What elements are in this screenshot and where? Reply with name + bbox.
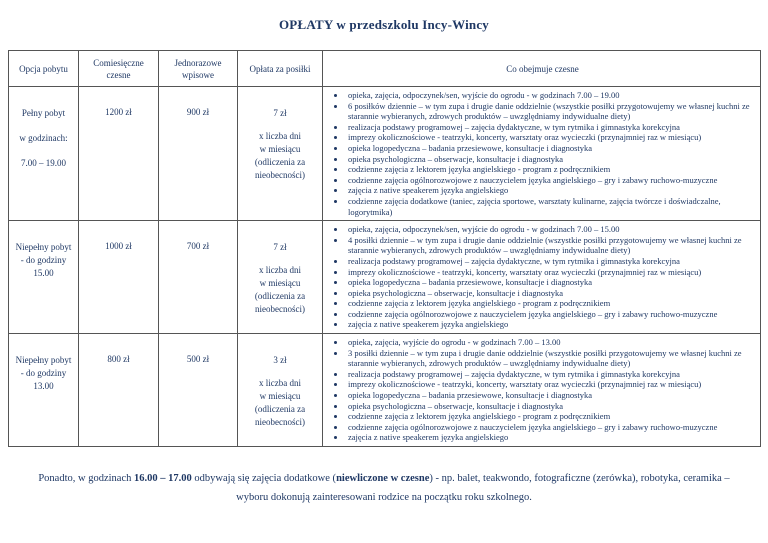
includes-item: codzienne zajęcia ogólnorozwojowe z nauc… (346, 309, 756, 320)
table-row: Niepełny pobyt - do godziny 13.00 800 zł 500… (8, 333, 761, 447)
includes-item: imprezy okolicznościowe - teatrzyki, kon… (346, 132, 756, 143)
includes-list: opieka, zajęcia, odpoczynek/sen, wyjście… (329, 224, 756, 330)
includes-item: imprezy okolicznościowe - teatrzyki, kon… (346, 379, 756, 390)
header-co-obejmuje-czesne: Co obejmuje czesne (322, 50, 761, 87)
meal-line: 7 zł (273, 242, 287, 253)
includes-list: opieka, zajęcia, wyjście do ogrodu - w g… (329, 337, 756, 443)
includes-cell: opieka, zajęcia, odpoczynek/sen, wyjście… (322, 85, 761, 222)
footer-segment: ) - np. balet, teakwondo, fotograficzne … (236, 473, 730, 503)
meal-line: nieobecności) (255, 304, 305, 315)
meal-line: (odliczenia za (254, 291, 306, 302)
meal-line: 3 zł (273, 355, 287, 366)
option-line: Niepełny pobyt (15, 355, 72, 366)
meal-line: x liczba dni (259, 131, 301, 141)
footer-segment: niewliczone w czesne (336, 473, 430, 484)
entry-fee-cell: 500 zł (158, 333, 238, 447)
includes-item: opieka, zajęcia, odpoczynek/sen, wyjście… (346, 90, 756, 101)
includes-item: realizacja podstawy programowej – zajęci… (346, 369, 756, 380)
stay-option-cell: Niepełny pobyt - do godziny 13.00 (8, 333, 79, 447)
includes-cell: opieka, zajęcia, odpoczynek/sen, wyjście… (322, 220, 761, 335)
document-page: OPŁATY w przedszkolu Incy-Wincy Opcja po… (0, 0, 768, 507)
meal-line: w miesiącu (259, 278, 301, 289)
entry-fee-cell: 700 zł (158, 220, 238, 335)
includes-item: imprezy okolicznościowe - teatrzyki, kon… (346, 267, 756, 278)
option-line: Niepełny pobyt (15, 242, 72, 253)
includes-item: 4 posiłki dziennie – w tym zupa i drugie… (346, 235, 756, 256)
footer-segment: 16.00 – 17.00 (133, 473, 192, 484)
option-line: 7.00 – 19.00 (21, 158, 66, 168)
table-row: Niepełny pobyt - do godziny 15.00 1000 zł 70… (8, 220, 761, 335)
meal-fee-cell: 3 zł x liczba dni w miesiącu (odliczenia za… (237, 333, 323, 447)
fees-table-body: Pełny pobyt w godzinach: 7.00 – 19.00 1200 … (8, 85, 761, 447)
includes-item: opieka psychologiczna – obserwacje, kons… (346, 401, 756, 412)
includes-list: opieka, zajęcia, odpoczynek/sen, wyjście… (329, 90, 756, 217)
includes-item: opieka psychologiczna – obserwacje, kons… (346, 154, 756, 165)
header-jednorazowe-wpisowe: Jednorazowe wpisowe (158, 50, 238, 87)
stay-option-cell: Niepełny pobyt - do godziny 15.00 (8, 220, 79, 335)
option-line: 15.00 (33, 268, 54, 279)
option-line: - do godziny (20, 255, 67, 266)
includes-item: codzienne zajęcia ogólnorozwojowe z nauc… (346, 422, 756, 433)
meal-line: x liczba dni (259, 378, 301, 389)
meal-line: w miesiącu (259, 391, 301, 402)
includes-item: realizacja podstawy programowej – zajęci… (346, 256, 756, 267)
includes-item: zajęcia z native speakerem języka angiel… (346, 185, 756, 196)
footer-segment: Ponadto, w godzinach (38, 473, 134, 484)
option-line: w godzinach: (19, 133, 68, 143)
meal-line: w miesiącu (259, 144, 301, 154)
includes-item: opieka, zajęcia, odpoczynek/sen, wyjście… (346, 224, 756, 235)
includes-item: opieka logopedyczna – badania przesiewow… (346, 277, 756, 288)
includes-cell: opieka, zajęcia, wyjście do ogrodu - w g… (322, 333, 761, 447)
monthly-fee-cell: 1000 zł (78, 220, 159, 335)
includes-item: opieka logopedyczna – badania przesiewow… (346, 143, 756, 154)
table-header-row: Opcja pobytu Comiesięczne czesne Jednora… (8, 50, 761, 87)
option-line: 13.00 (33, 381, 54, 392)
includes-item: 6 posiłków dziennie – w tym zupa i drugi… (346, 101, 756, 122)
meal-fee-cell: 7 zł x liczba dni w miesiącu (odliczenia za… (237, 85, 323, 222)
includes-item: codzienne zajęcia dodatkowe (taniec, zaj… (346, 196, 756, 217)
footer-segment: odbywają się zajęcia dodatkowe ( (191, 473, 337, 484)
meal-line: x liczba dni (259, 265, 301, 276)
meal-line: 7 zł (273, 108, 287, 118)
includes-item: 3 posiłki dziennie – w tym zupa i drugie… (346, 348, 756, 369)
monthly-fee-cell: 800 zł (78, 333, 159, 447)
meal-line: (odliczenia za (254, 404, 306, 415)
includes-item: codzienne zajęcia ogólnorozwojowe z nauc… (346, 175, 756, 186)
option-line: - do godziny (20, 368, 67, 379)
fees-table: Opcja pobytu Comiesięczne czesne Jednora… (8, 50, 761, 447)
footer-note: Ponadto, w godzinach 16.00 – 17.00 odbyw… (22, 469, 746, 507)
header-oplata-za-posilki: Opłata za posiłki (237, 50, 323, 87)
stay-option-cell: Pełny pobyt w godzinach: 7.00 – 19.00 (8, 85, 79, 222)
table-row: Pełny pobyt w godzinach: 7.00 – 19.00 1200 … (8, 85, 761, 222)
includes-item: realizacja podstawy programowej – zajęci… (346, 122, 756, 133)
includes-item: codzienne zajęcia z lektorem języka angi… (346, 164, 756, 175)
header-comiesieczne-czesne: Comiesięczne czesne (78, 50, 159, 87)
includes-item: opieka psychologiczna – obserwacje, kons… (346, 288, 756, 299)
meal-line: nieobecności) (255, 170, 305, 180)
meal-line: nieobecności) (255, 417, 305, 428)
includes-item: zajęcia z native speakerem języka angiel… (346, 319, 756, 330)
entry-fee-cell: 900 zł (158, 85, 238, 222)
meal-line: (odliczenia za (254, 157, 306, 167)
includes-item: zajęcia z native speakerem języka angiel… (346, 432, 756, 443)
includes-item: opieka, zajęcia, wyjście do ogrodu - w g… (346, 337, 756, 348)
option-line: Pełny pobyt (21, 108, 66, 118)
header-opcja-pobytu: Opcja pobytu (8, 50, 79, 87)
includes-item: codzienne zajęcia z lektorem języka angi… (346, 298, 756, 309)
meal-fee-cell: 7 zł x liczba dni w miesiącu (odliczenia za… (237, 220, 323, 335)
monthly-fee-cell: 1200 zł (78, 85, 159, 222)
page-title: OPŁATY w przedszkolu Incy-Wincy (279, 17, 489, 32)
includes-item: opieka logopedyczna – badania przesiewow… (346, 390, 756, 401)
includes-item: codzienne zajęcia z lektorem języka angi… (346, 411, 756, 422)
